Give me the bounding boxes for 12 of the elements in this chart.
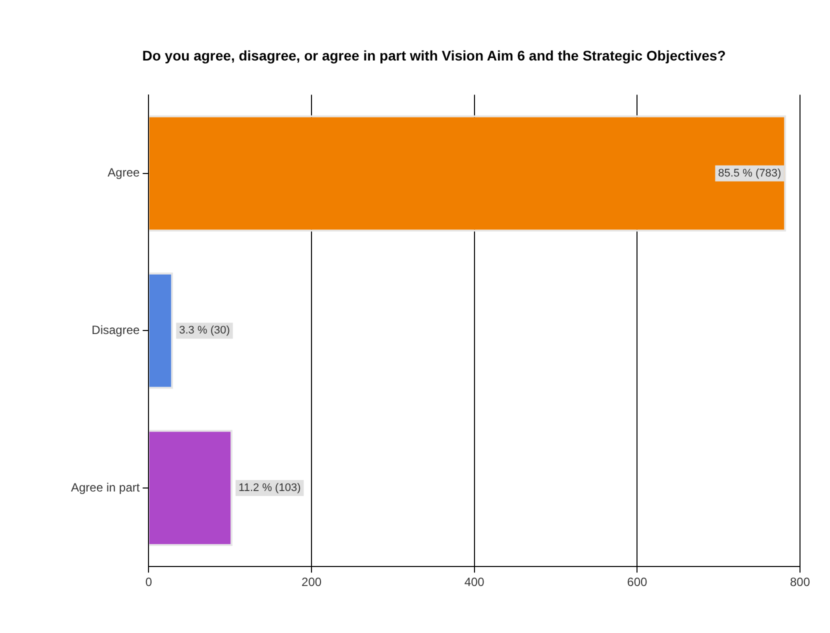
x-tick-label: 800: [790, 575, 810, 590]
chart-title: Do you agree, disagree, or agree in part with Vision Aim 6 and the Strategic Objectives?: [142, 47, 726, 64]
y-tick-label: Disagree: [92, 323, 140, 338]
x-tick-label: 600: [627, 575, 648, 590]
data-label: 11.2 % (103): [238, 482, 301, 494]
x-tick-label: 0: [145, 575, 152, 590]
y-tick-label: Agree in part: [70, 480, 140, 494]
x-tick-label: 400: [464, 575, 485, 590]
y-tick-label: Agree: [108, 166, 140, 180]
data-label: 3.3 % (30): [179, 324, 230, 337]
x-tick-label: 200: [302, 575, 322, 590]
data-label: 85.5 % (783): [718, 167, 782, 180]
